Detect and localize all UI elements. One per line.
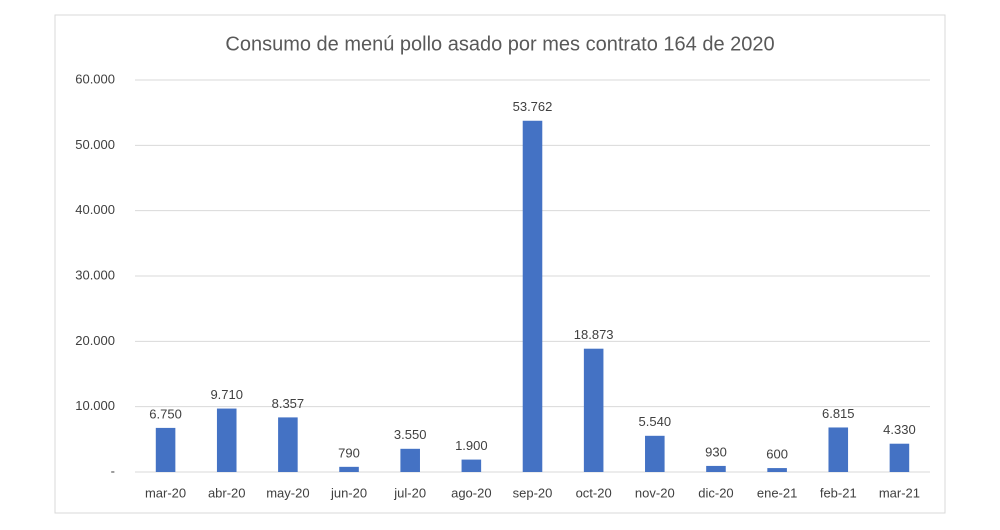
value-label: 53.762 xyxy=(513,99,553,114)
x-tick-label: mar-20 xyxy=(145,485,186,500)
x-tick-label: abr-20 xyxy=(208,485,246,500)
value-label: 8.357 xyxy=(272,396,305,411)
x-tick-label: dic-20 xyxy=(698,485,733,500)
bar xyxy=(522,120,543,472)
y-tick-label: 40.000 xyxy=(75,202,115,217)
value-label: 1.900 xyxy=(455,438,488,453)
value-label: 6.815 xyxy=(822,406,855,421)
x-tick-label: ago-20 xyxy=(451,485,491,500)
x-tick-label: ene-21 xyxy=(757,485,797,500)
bar xyxy=(339,466,359,472)
value-label: 6.750 xyxy=(149,406,182,421)
value-label: 18.873 xyxy=(574,327,614,342)
value-label: 9.710 xyxy=(210,387,243,402)
chart-title: Consumo de menú pollo asado por mes cont… xyxy=(225,33,774,55)
value-label: 600 xyxy=(766,447,788,462)
value-label: 790 xyxy=(338,445,360,460)
bar xyxy=(216,408,237,472)
bar xyxy=(461,459,482,472)
value-label: 930 xyxy=(705,444,727,459)
y-tick-label: 20.000 xyxy=(75,333,115,348)
y-tick-label: 50.000 xyxy=(75,137,115,152)
chart-frame xyxy=(54,14,946,514)
x-tick-label: nov-20 xyxy=(635,485,675,500)
bar xyxy=(828,427,849,472)
x-tick-label: sep-20 xyxy=(513,485,553,500)
y-tick-label: 10.000 xyxy=(75,398,115,413)
bar xyxy=(400,448,420,472)
x-tick-label: feb-21 xyxy=(820,485,857,500)
x-tick-label: jun-20 xyxy=(330,485,367,500)
bar xyxy=(278,417,298,472)
bar xyxy=(706,465,726,472)
value-label: 4.330 xyxy=(883,422,916,437)
value-label: 5.540 xyxy=(639,414,672,429)
value-label: 3.550 xyxy=(394,427,427,442)
y-tick-label: 60.000 xyxy=(75,71,115,86)
y-tick-label: - xyxy=(111,463,115,478)
y-tick-label: 30.000 xyxy=(75,267,115,282)
x-tick-label: oct-20 xyxy=(576,485,612,500)
bar xyxy=(155,427,176,472)
bar xyxy=(645,435,665,472)
x-tick-label: jul-20 xyxy=(393,485,426,500)
x-tick-label: mar-21 xyxy=(879,485,920,500)
bar xyxy=(767,468,787,472)
bar xyxy=(889,443,910,472)
bar xyxy=(583,348,604,472)
x-tick-label: may-20 xyxy=(266,485,309,500)
